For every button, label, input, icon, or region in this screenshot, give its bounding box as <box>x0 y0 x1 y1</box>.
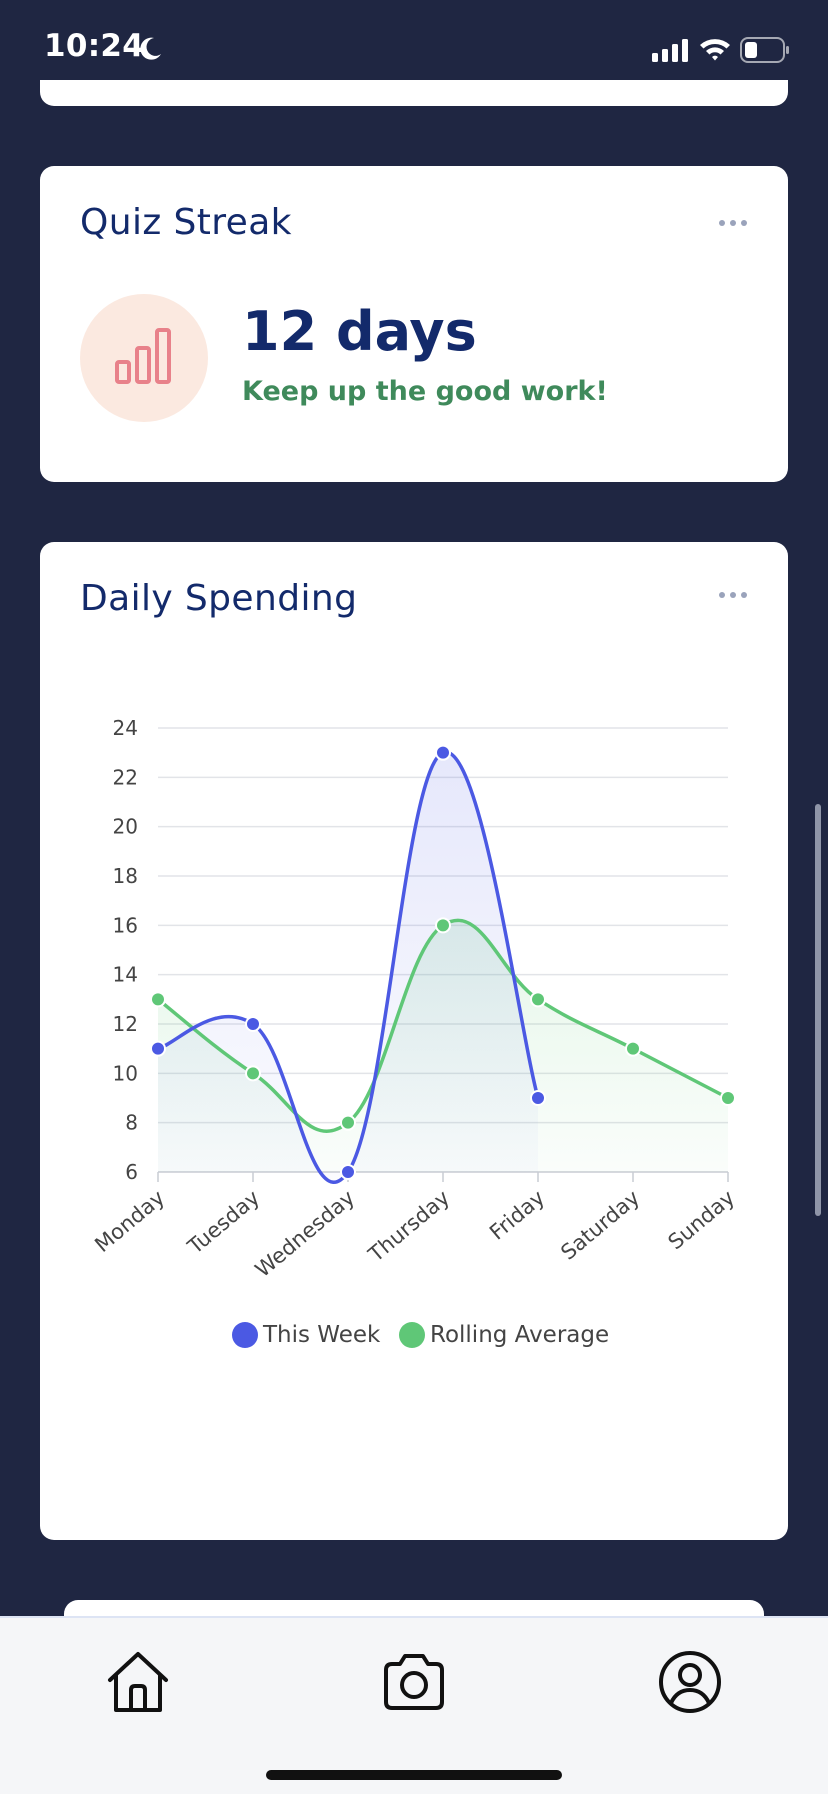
bar-chart-icon <box>115 328 171 384</box>
data-point <box>340 1114 356 1131</box>
data-point <box>530 991 546 1008</box>
camera-icon[interactable] <box>380 1648 448 1716</box>
y-tick-label: 14 <box>113 963 138 987</box>
streak-value: 12 days <box>242 300 477 363</box>
profile-icon[interactable] <box>656 1648 724 1716</box>
more-options-icon[interactable] <box>718 590 748 600</box>
y-tick-label: 18 <box>113 864 138 888</box>
data-point <box>245 1065 261 1082</box>
streak-message: Keep up the good work! <box>242 376 608 407</box>
status-bar: 10:24 <box>0 0 828 96</box>
home-indicator <box>266 1770 562 1780</box>
y-tick-label: 22 <box>113 765 138 789</box>
legend-label: Rolling Average <box>430 1322 609 1348</box>
y-tick-label: 12 <box>113 1012 138 1036</box>
x-tick-label: Friday <box>485 1185 549 1244</box>
data-point <box>435 744 451 761</box>
x-tick-label: Wednesday <box>251 1185 360 1282</box>
card-title: Quiz Streak <box>80 202 292 243</box>
y-tick-label: 8 <box>125 1111 138 1135</box>
more-options-icon[interactable] <box>718 218 748 228</box>
data-point <box>530 1090 546 1106</box>
card-title: Daily Spending <box>80 578 358 619</box>
data-point <box>435 917 451 934</box>
legend-marker <box>232 1322 258 1348</box>
tab-bar <box>0 1616 828 1794</box>
scrollbar[interactable] <box>815 804 821 1216</box>
daily-spending-card: Daily Spending 6 8 10 12 14 16 18 20 22 24 Monday T… <box>40 542 788 1540</box>
legend-marker <box>399 1322 425 1348</box>
data-point <box>150 991 166 1008</box>
legend-label: This Week <box>262 1322 381 1348</box>
y-tick-label: 16 <box>113 913 138 937</box>
data-point <box>720 1090 736 1106</box>
y-tick-label: 6 <box>125 1160 138 1184</box>
x-tick-label: Monday <box>90 1185 169 1257</box>
y-tick-label: 10 <box>113 1061 138 1085</box>
data-point <box>340 1164 356 1180</box>
x-tick-label: Sunday <box>664 1185 740 1254</box>
quiz-streak-card: Quiz Streak 12 days Keep up the good wor… <box>40 166 788 482</box>
streak-avatar <box>80 294 208 422</box>
y-tick-label: 24 <box>113 716 138 740</box>
x-tick-label: Thursday <box>363 1185 454 1267</box>
x-tick-label: Tuesday <box>183 1185 265 1259</box>
moon-icon <box>140 37 161 60</box>
previous-card <box>40 80 788 106</box>
wifi-icon <box>700 39 730 61</box>
data-point <box>625 1040 641 1057</box>
data-point <box>150 1040 166 1057</box>
status-time: 10:24 <box>44 28 145 64</box>
data-point <box>245 1016 261 1032</box>
battery-icon <box>740 37 789 63</box>
signal-icon <box>652 39 688 62</box>
y-tick-label: 20 <box>113 815 138 839</box>
home-icon[interactable] <box>104 1648 172 1716</box>
spending-line-chart: 6 8 10 12 14 16 18 20 22 24 Monday TuesdayWednesday… <box>90 716 740 1348</box>
x-tick-label: Saturday <box>556 1185 644 1264</box>
